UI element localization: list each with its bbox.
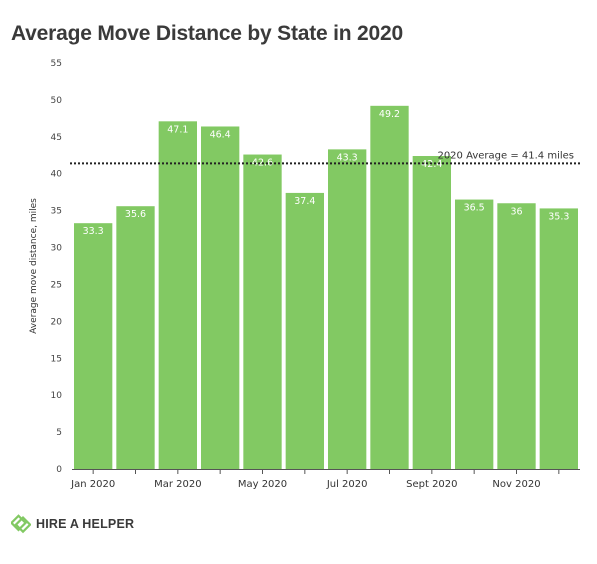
x-tick-label: Jul 2020 bbox=[326, 479, 368, 490]
bar bbox=[201, 126, 240, 469]
y-tick-label: 0 bbox=[56, 465, 62, 475]
bar bbox=[116, 206, 155, 469]
average-reference-line: 2020 Average = 41.4 miles bbox=[70, 150, 580, 165]
x-tick-label: Jan 2020 bbox=[70, 479, 115, 490]
y-tick-label: 55 bbox=[51, 59, 62, 69]
data-label: 36 bbox=[510, 206, 522, 217]
data-label: 46.4 bbox=[210, 129, 231, 140]
bar-chart: Average move distance, miles 0 5 10 15 20 25 3… bbox=[29, 59, 580, 490]
y-tick-label: 45 bbox=[51, 133, 62, 143]
bar bbox=[497, 203, 536, 469]
y-tick-label: 35 bbox=[51, 207, 62, 217]
y-tick-label: 30 bbox=[51, 244, 63, 254]
data-label: 35.3 bbox=[548, 211, 569, 222]
x-tick-label: May 2020 bbox=[238, 479, 287, 490]
y-tick-label: 50 bbox=[51, 96, 63, 106]
data-label: 36.5 bbox=[464, 203, 485, 214]
bar bbox=[74, 223, 113, 469]
bar bbox=[328, 149, 367, 469]
data-label: 37.4 bbox=[294, 196, 315, 207]
bar bbox=[370, 105, 409, 469]
data-label: 47.1 bbox=[167, 124, 188, 135]
chart-title: Average Move Distance by State in 2020 bbox=[11, 22, 403, 45]
hireahelper-diamond-icon bbox=[11, 514, 31, 534]
y-tick-label: 20 bbox=[51, 317, 63, 327]
data-label: 43.3 bbox=[337, 152, 358, 163]
x-tick-label: Sept 2020 bbox=[406, 479, 457, 490]
bar bbox=[243, 154, 282, 469]
x-tick-label: Nov 2020 bbox=[492, 479, 540, 490]
bar bbox=[539, 208, 578, 469]
data-label: 33.3 bbox=[83, 226, 104, 237]
bar bbox=[285, 192, 324, 470]
bar bbox=[455, 199, 494, 469]
y-tick-label: 25 bbox=[51, 280, 62, 290]
x-axis: Jan 2020 Mar 2020 May 2020 Jul 2020 Sept 202… bbox=[70, 469, 580, 490]
data-label: 35.6 bbox=[125, 209, 146, 220]
bars bbox=[74, 105, 578, 470]
data-labels: 33.335.647.1 46.442.637.443.349.242.436.5… bbox=[83, 109, 570, 237]
y-tick-label: 5 bbox=[56, 428, 62, 438]
y-axis-label: Average move distance, miles bbox=[29, 198, 39, 334]
y-tick-label: 40 bbox=[51, 170, 63, 180]
average-label: 2020 Average = 41.4 miles bbox=[437, 150, 574, 161]
y-tick-label: 10 bbox=[51, 391, 63, 401]
data-label: 42.4 bbox=[421, 159, 442, 170]
bar bbox=[412, 156, 451, 469]
y-tick-label: 15 bbox=[51, 354, 62, 364]
x-tick-label: Mar 2020 bbox=[154, 479, 202, 490]
hireahelper-logo: HIRE A HELPER bbox=[11, 514, 134, 534]
y-axis-ticks: 0 5 10 15 20 25 30 35 40 45 50 55 bbox=[51, 59, 63, 475]
logo-text: HIRE A HELPER bbox=[36, 517, 135, 531]
data-label: 49.2 bbox=[379, 109, 400, 120]
bar bbox=[158, 121, 197, 470]
